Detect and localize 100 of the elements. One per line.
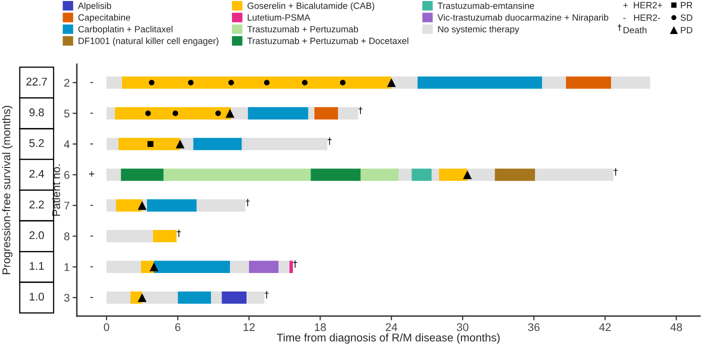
x-tick-label: 30 (456, 323, 468, 332)
point (264, 80, 270, 86)
text: 2.0 (29, 231, 44, 240)
bar (106, 199, 116, 212)
bar (154, 260, 230, 274)
legend-label: PR (680, 2, 692, 8)
bar (106, 291, 130, 304)
bar (106, 107, 115, 120)
legend-label: Trastuzumab-emtansine (438, 2, 534, 9)
bar (106, 260, 141, 274)
point (228, 80, 234, 86)
text: 1.1 (30, 262, 44, 270)
point (138, 201, 147, 210)
x-tick-label: 36 (528, 323, 540, 332)
point (226, 108, 234, 118)
text: 2.4 (29, 170, 44, 178)
bar (142, 291, 178, 304)
text: - HER2- (623, 14, 660, 21)
bar (418, 76, 542, 89)
bar (120, 168, 164, 181)
legend-label: DF1001 (natural killer cell engager) (78, 37, 218, 46)
annotation: - (90, 297, 94, 298)
bar (360, 168, 399, 181)
annotation: + (88, 171, 94, 177)
bar (494, 168, 536, 181)
legend-label: No systemic therapy (438, 26, 520, 34)
bar (391, 76, 418, 89)
y2-axis-title: Progression-free survival (months) (2, 106, 12, 274)
point (302, 80, 308, 86)
legend-label: Carboplatin + Paclitaxel (78, 26, 172, 34)
bar (164, 168, 311, 181)
point (176, 140, 185, 148)
bar (248, 260, 279, 274)
bar (542, 76, 566, 89)
y-tick-label: 8 (64, 232, 70, 240)
bar (338, 107, 358, 120)
bar (314, 107, 338, 120)
bar (106, 230, 153, 242)
bar (106, 138, 118, 150)
bar (398, 168, 412, 181)
bar (535, 168, 614, 181)
bar (152, 230, 177, 242)
bar (242, 138, 328, 150)
y-tick-label: 5 (64, 110, 70, 118)
bar (146, 199, 197, 212)
annotation: - (90, 236, 94, 237)
y-tick-label: 7 (64, 202, 70, 210)
bar (412, 168, 432, 181)
legend-label: PD (680, 27, 692, 34)
x-tick-label: 42 (599, 323, 611, 332)
bar (566, 76, 612, 89)
bar (289, 260, 293, 274)
point (138, 293, 147, 302)
bar (106, 168, 121, 181)
text: 1.0 (30, 292, 44, 301)
x-tick-label: 0 (104, 323, 110, 332)
y-tick-label: 3 (64, 294, 70, 302)
x-axis-title: Time from diagnosis of R/M disease (months) (276, 333, 500, 344)
x-tick-label: 18 (314, 323, 326, 332)
annotation: - (90, 204, 94, 206)
y-tick-label: 2 (64, 78, 70, 87)
bar (246, 291, 264, 304)
bar (467, 168, 495, 181)
annotation: - (90, 112, 94, 114)
bar (122, 76, 392, 89)
bar (118, 138, 180, 150)
point (463, 170, 472, 180)
x-tick-label: 6 (175, 323, 180, 332)
point (387, 78, 396, 87)
bar (116, 199, 142, 212)
y-tick-label: 4 (64, 140, 70, 148)
point (172, 110, 178, 116)
bar (196, 199, 246, 212)
point (188, 80, 194, 86)
legend-label: Goserelin + Bicalutamide (CAB) (248, 2, 374, 11)
legend-label: Capecitabine (78, 14, 130, 22)
text: + HER2+ (623, 2, 662, 8)
legend-label: Vic-trastuzumab duocarmazine + Niraparib (437, 14, 608, 22)
x-tick-label: 48 (670, 323, 682, 332)
bar (222, 291, 247, 304)
bar (248, 107, 308, 120)
y-axis-title: Patient no. (52, 164, 60, 216)
point (340, 80, 346, 86)
bar (193, 138, 242, 150)
y-tick-label: 6 (64, 171, 70, 179)
text: 22.7 (26, 78, 47, 86)
point (148, 141, 154, 147)
point (215, 110, 221, 116)
bar (278, 260, 290, 274)
legend-label: Lutetium-PSMA (248, 14, 310, 21)
bar (114, 107, 232, 120)
x-tick-label: 12 (244, 323, 255, 332)
legend-label: Trastuzumab + Pertuzumab + Docetaxel (247, 37, 408, 44)
bar (310, 168, 361, 181)
legend-label: Death (624, 26, 646, 34)
bar (210, 291, 222, 304)
y-tick-label: 1 (64, 263, 70, 271)
text: 5.2 (29, 139, 44, 148)
text: 9.8 (29, 108, 44, 116)
annotation: - (90, 266, 94, 268)
